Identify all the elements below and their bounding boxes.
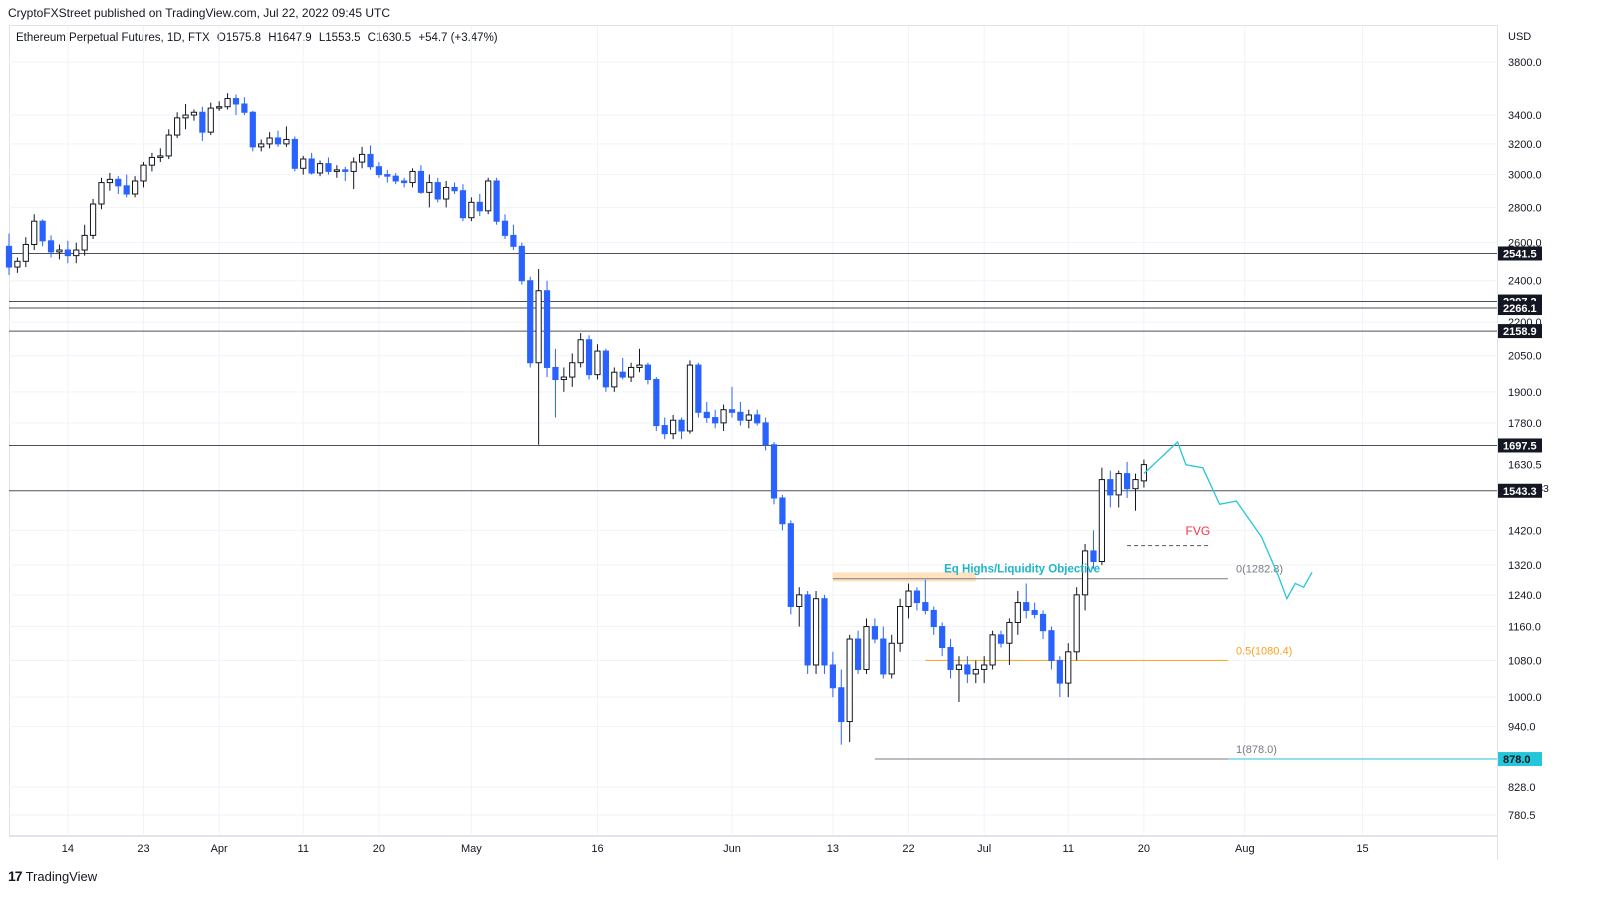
legend-high: H1647.9 [268,32,312,44]
tv-logo-icon: 17 [8,868,23,884]
price-axis[interactable] [1497,25,1600,860]
bar-countdown: 14:14:33 [1508,483,1549,495]
time-axis[interactable] [9,835,1497,861]
legend-close: C1630.5 [367,32,412,44]
chart-pane[interactable] [9,25,1498,837]
legend-change: +54.7 (+3.47%) [418,32,498,44]
legend-low: L1553.5 [318,32,361,44]
legend-symbol: Ethereum Perpetual Futures, 1D, FTX [16,32,210,44]
symbol-legend: Ethereum Perpetual Futures, 1D, FTX O157… [16,32,502,44]
tradingview-brand[interactable]: 17 TradingView [8,868,97,884]
currency-label: USD [1508,31,1532,43]
legend-open: O1575.8 [216,32,261,44]
publisher-caption: CryptoFXStreet published on TradingView.… [8,6,390,20]
brand-name: TradingView [25,868,98,884]
